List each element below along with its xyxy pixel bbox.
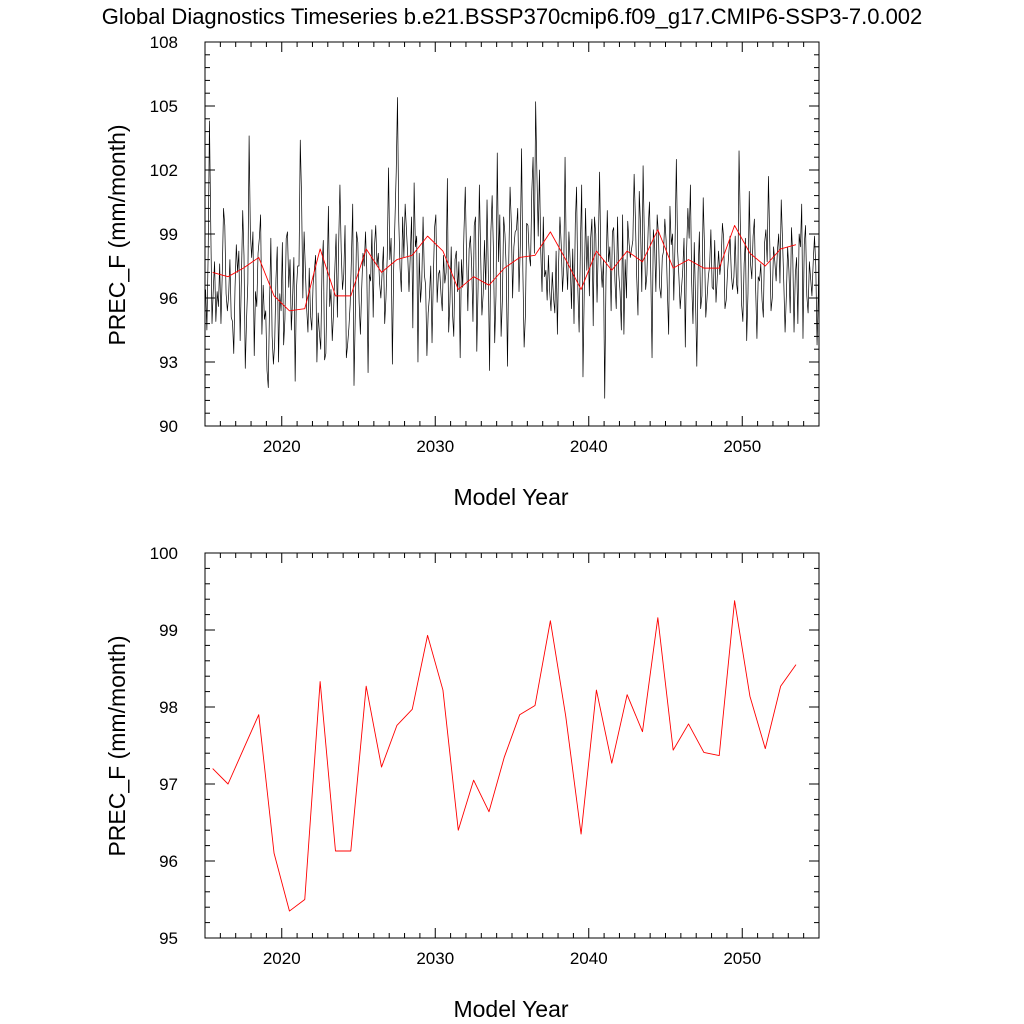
- plot-frame: [204, 41, 820, 427]
- top-panel-ylabel: PREC_F (mm/month): [104, 124, 130, 345]
- top-panel: 2020 2030 2040 2050 90 93 96 99 102 105 108 Model …: [104, 33, 820, 510]
- top-panel-xlabel: Model Year: [453, 484, 568, 510]
- x-tick-label: 2050: [723, 437, 761, 456]
- y-tick-label: 93: [159, 353, 178, 372]
- y-tick-label: 96: [159, 852, 178, 871]
- y-tick-label: 100: [150, 544, 178, 563]
- y-tick-label: 97: [159, 775, 178, 794]
- y-tick-label: 98: [159, 698, 178, 717]
- bottom-panel: 2020 2030 2040 2050 95 96 97 98 99 100 Model Year…: [104, 544, 820, 1022]
- x-tick-label: 2040: [570, 437, 608, 456]
- plot-frame: [204, 552, 820, 939]
- y-tick-label: 105: [150, 97, 178, 116]
- y-tick-label: 102: [150, 161, 178, 180]
- x-tick-label: 2050: [723, 949, 761, 968]
- y-tick-label: 99: [159, 621, 178, 640]
- annual-series-line: [212, 225, 797, 312]
- y-tick-label: 108: [150, 33, 178, 52]
- x-tick-label: 2040: [570, 949, 608, 968]
- bottom-panel-ylabel: PREC_F (mm/month): [104, 635, 130, 856]
- annual-series-line: [212, 600, 797, 912]
- y-tick-label: 96: [159, 289, 178, 308]
- figure-title: Global Diagnostics Timeseries b.e21.BSSP…: [102, 4, 923, 29]
- y-tick-label: 95: [159, 929, 178, 948]
- y-tick-label: 99: [159, 225, 178, 244]
- x-tick-label: 2020: [263, 437, 301, 456]
- x-tick-label: 2020: [263, 949, 301, 968]
- x-tick-label: 2030: [416, 437, 454, 456]
- monthly-series-line: [205, 97, 820, 399]
- bottom-panel-xlabel: Model Year: [453, 996, 568, 1022]
- x-tick-label: 2030: [416, 949, 454, 968]
- y-tick-label: 90: [159, 417, 178, 436]
